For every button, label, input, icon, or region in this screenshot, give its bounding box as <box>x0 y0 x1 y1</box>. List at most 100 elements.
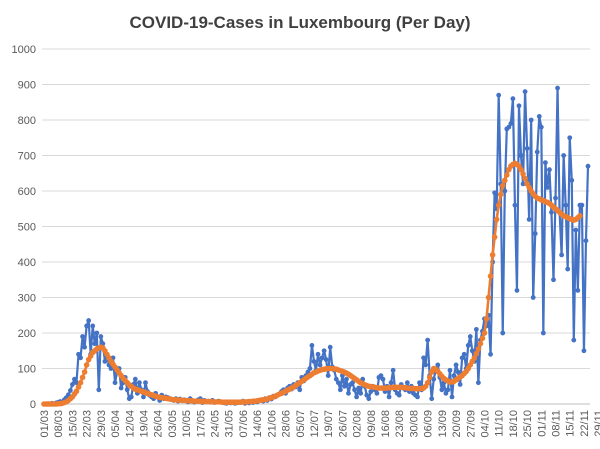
data-point <box>435 362 441 368</box>
data-point <box>70 382 75 387</box>
data-point <box>553 195 558 201</box>
data-point <box>579 202 585 208</box>
data-point <box>565 266 571 272</box>
data-point <box>536 114 542 119</box>
x-tick-label: 07/06 <box>238 410 250 438</box>
data-point <box>337 387 343 393</box>
data-point <box>76 351 81 357</box>
x-tick-label: 10/05 <box>181 410 193 438</box>
y-tick-label: 700 <box>18 151 36 163</box>
x-tick-label: 19/07 <box>323 410 335 438</box>
data-point <box>457 382 463 387</box>
data-point <box>518 153 524 158</box>
data-point <box>94 330 100 336</box>
data-point <box>132 376 138 382</box>
data-point <box>79 374 86 381</box>
data-point <box>583 238 589 244</box>
data-point <box>493 216 500 223</box>
data-point <box>549 209 554 215</box>
data-point <box>421 355 426 361</box>
y-tick-label: 200 <box>18 328 36 340</box>
data-point <box>451 373 457 378</box>
data-point <box>506 124 512 130</box>
data-point <box>137 380 142 386</box>
y-tick-label: 400 <box>18 257 36 269</box>
data-point <box>92 341 98 347</box>
data-point <box>315 351 321 357</box>
data-point <box>585 163 591 169</box>
data-point <box>344 376 349 382</box>
x-tick-label: 05/04 <box>110 410 122 438</box>
x-tick-label: 12/07 <box>309 410 321 438</box>
data-point <box>471 355 478 361</box>
data-point <box>388 380 394 386</box>
data-point <box>82 344 87 350</box>
x-tick-label: 21/06 <box>266 410 278 438</box>
x-tick-label: 05/07 <box>295 410 307 438</box>
data-point <box>534 149 540 155</box>
data-point <box>374 390 380 396</box>
x-tick-label: 26/04 <box>153 410 165 438</box>
data-point <box>319 355 325 361</box>
data-point <box>510 96 516 102</box>
data-point <box>346 390 351 396</box>
data-point <box>358 390 364 396</box>
y-tick-label: 800 <box>18 115 36 127</box>
data-point <box>112 380 118 386</box>
data-point <box>540 330 546 336</box>
data-point <box>439 387 445 393</box>
data-point <box>378 373 384 378</box>
data-point <box>124 387 130 393</box>
chart-title: COVID-19-Cases in Luxembourg (Per Day) <box>129 13 470 32</box>
data-point <box>65 392 71 398</box>
data-point <box>364 392 370 398</box>
data-point <box>333 376 339 382</box>
y-tick-label: 900 <box>18 80 36 92</box>
data-point <box>499 182 506 189</box>
data-point <box>569 177 575 183</box>
data-point <box>72 376 77 382</box>
data-point <box>321 348 327 354</box>
data-point <box>520 171 526 177</box>
data-point <box>108 366 114 371</box>
data-point <box>128 394 134 400</box>
data-point <box>508 121 514 126</box>
x-tick-label: 06/09 <box>423 410 435 438</box>
data-point <box>473 327 479 332</box>
data-point <box>555 85 560 91</box>
data-point <box>77 379 84 386</box>
x-tick-label: 13/09 <box>437 410 449 438</box>
data-point <box>488 351 493 357</box>
data-point <box>542 160 548 166</box>
data-point <box>368 389 374 394</box>
data-point <box>501 177 508 184</box>
data-point <box>78 355 83 361</box>
data-point <box>526 217 532 222</box>
data-point <box>325 373 331 378</box>
data-point <box>73 388 80 395</box>
data-point <box>514 288 520 293</box>
x-tick-label: 02/08 <box>352 410 364 438</box>
data-point <box>475 346 482 352</box>
data-point <box>477 340 484 347</box>
data-point <box>522 175 528 182</box>
series-2 <box>41 160 583 407</box>
x-tick-label: 26/07 <box>337 410 349 438</box>
data-point <box>415 394 420 400</box>
data-point <box>423 362 429 368</box>
data-point <box>317 362 323 368</box>
data-point <box>96 387 102 393</box>
data-point <box>563 202 569 208</box>
x-tick-label: 11/10 <box>494 410 506 437</box>
data-point <box>354 394 359 400</box>
data-point <box>143 380 148 386</box>
data-point <box>500 330 506 336</box>
data-point <box>581 348 587 354</box>
data-point <box>467 334 473 339</box>
data-point <box>455 369 461 375</box>
data-point <box>491 234 498 240</box>
data-point <box>528 117 534 123</box>
data-point <box>323 357 329 363</box>
y-tick-label: 300 <box>18 293 36 305</box>
data-point <box>424 379 431 386</box>
